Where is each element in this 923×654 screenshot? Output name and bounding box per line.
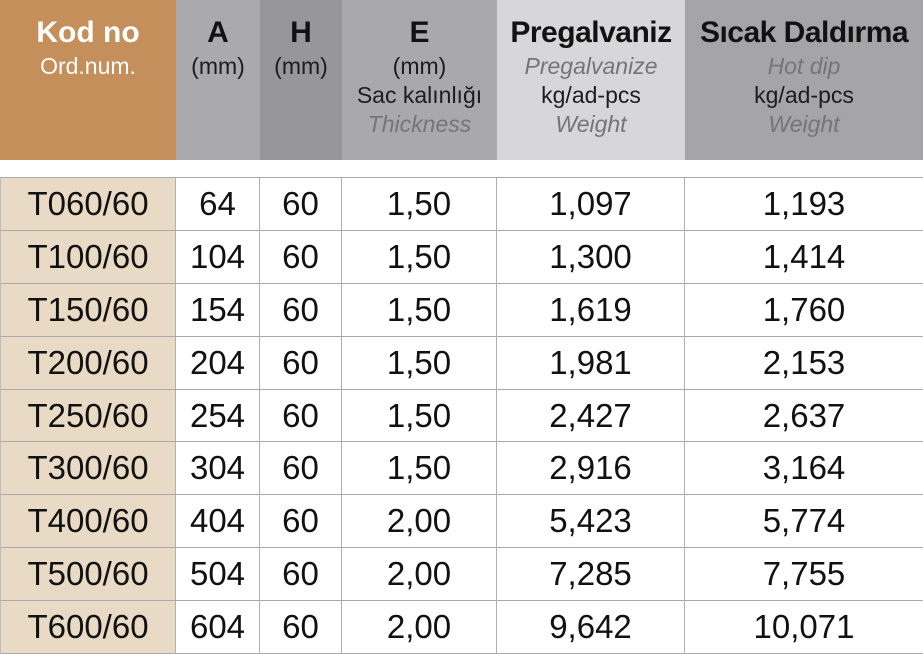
cell-h: 60 [260,548,342,602]
cell-hotdip-weight: 5,774 [685,495,923,549]
header-sicak-weight: Weight [768,111,840,137]
header-sicak-unit: kg/ad-pcs [754,82,854,108]
cell-pregalvaniz-weight: 9,642 [497,601,685,654]
cell-e: 1,50 [342,230,497,284]
cell-hotdip-weight: 1,193 [685,178,923,231]
cell-pregalvaniz-weight: 7,285 [497,548,685,602]
cell-e: 1,50 [342,389,497,443]
header-pregalvaniz-unit: kg/ad-pcs [541,82,641,108]
table-body: T060/60 64 60 1,50 1,097 1,193 T100/60 1… [0,177,923,654]
cell-a: 254 [176,389,260,443]
header-e-thickness-tr: Sac kalınlığı [356,82,483,108]
cell-a: 404 [176,495,260,549]
cell-a: 64 [176,178,260,231]
cell-h: 60 [260,495,342,549]
cell-code: T150/60 [1,283,176,337]
header-cell-pregalvaniz: Pregalvaniz Pregalvanize kg/ad-pcs Weigh… [497,0,685,160]
cell-a: 304 [176,442,260,496]
table-row: T060/60 64 60 1,50 1,097 1,193 [1,178,923,231]
cell-code: T060/60 [1,178,176,231]
cell-pregalvaniz-weight: 5,423 [497,495,685,549]
header-e-thickness-en: Thickness [367,111,472,137]
table-row: T300/60 304 60 1,50 2,916 3,164 [1,442,923,496]
header-sicak-en: Hot dip [767,53,841,79]
cell-pregalvaniz-weight: 2,916 [497,442,685,496]
header-h-title: H [290,16,312,49]
cell-hotdip-weight: 1,414 [685,230,923,284]
cell-h: 60 [260,389,342,443]
cell-e: 1,50 [342,336,497,390]
cell-a: 204 [176,336,260,390]
cell-hotdip-weight: 7,755 [685,548,923,602]
cell-pregalvaniz-weight: 1,097 [497,178,685,231]
header-cell-sicak-daldirma: Sıcak Daldırma Hot dip kg/ad-pcs Weight [685,0,923,160]
header-pregalvaniz-title: Pregalvaniz [510,16,672,49]
cell-h: 60 [260,283,342,337]
cell-code: T500/60 [1,548,176,602]
table-row: T250/60 254 60 1,50 2,427 2,637 [1,389,923,443]
cell-code: T400/60 [1,495,176,549]
cell-pregalvaniz-weight: 1,619 [497,283,685,337]
cell-code: T200/60 [1,336,176,390]
cell-hotdip-weight: 2,637 [685,389,923,443]
cell-e: 1,50 [342,283,497,337]
header-cell-e: E (mm) Sac kalınlığı Thickness [342,0,497,160]
cell-code: T300/60 [1,442,176,496]
cell-h: 60 [260,601,342,654]
cell-e: 2,00 [342,495,497,549]
cell-code: T100/60 [1,230,176,284]
cell-a: 604 [176,601,260,654]
header-e-unit: (mm) [392,53,447,79]
table-header: Kod no Ord.num. A (mm) H (mm) E (mm) Sac… [0,0,923,160]
table-row: T500/60 504 60 2,00 7,285 7,755 [1,548,923,602]
cell-hotdip-weight: 3,164 [685,442,923,496]
cell-h: 60 [260,442,342,496]
cell-e: 1,50 [342,442,497,496]
cell-a: 504 [176,548,260,602]
cell-e: 1,50 [342,178,497,231]
table-row: T100/60 104 60 1,50 1,300 1,414 [1,230,923,284]
header-cell-h: H (mm) [260,0,342,160]
cell-h: 60 [260,230,342,284]
cell-hotdip-weight: 10,071 [685,601,923,654]
header-pregalvaniz-weight: Weight [555,111,627,137]
table-row: T600/60 604 60 2,00 9,642 10,071 [1,601,923,654]
header-pregalvaniz-en: Pregalvanize [524,53,658,79]
table-row: T400/60 404 60 2,00 5,423 5,774 [1,495,923,549]
cell-pregalvaniz-weight: 1,300 [497,230,685,284]
cell-hotdip-weight: 1,760 [685,283,923,337]
cell-hotdip-weight: 2,153 [685,336,923,390]
header-a-title: A [207,16,229,49]
cell-code: T250/60 [1,389,176,443]
header-cell-kod-no: Kod no Ord.num. [0,0,176,160]
header-h-unit: (mm) [274,53,328,79]
header-e-title: E [409,16,430,49]
header-sicak-title: Sıcak Daldırma [699,16,909,49]
cell-a: 104 [176,230,260,284]
header-a-unit: (mm) [191,53,245,79]
cell-code: T600/60 [1,601,176,654]
cell-h: 60 [260,336,342,390]
header-kod-subtitle: Ord.num. [40,53,136,79]
table-row: T200/60 204 60 1,50 1,981 2,153 [1,336,923,390]
cell-e: 2,00 [342,601,497,654]
header-kod-title: Kod no [36,16,140,49]
cell-e: 2,00 [342,548,497,602]
cell-a: 154 [176,283,260,337]
header-cell-a: A (mm) [176,0,260,160]
cell-pregalvaniz-weight: 1,981 [497,336,685,390]
table-row: T150/60 154 60 1,50 1,619 1,760 [1,283,923,337]
cell-h: 60 [260,178,342,231]
cell-pregalvaniz-weight: 2,427 [497,389,685,443]
